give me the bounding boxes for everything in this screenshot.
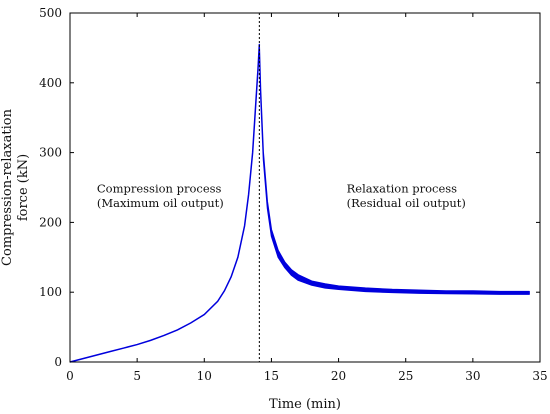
y-tick-label-500: 500 (39, 6, 62, 20)
x-tick-label-15: 15 (264, 369, 279, 383)
y-tick-label-0: 0 (54, 355, 62, 369)
x-tick-label-20: 20 (331, 369, 346, 383)
x-tick-label-25: 25 (398, 369, 413, 383)
x-tick-label-0: 0 (66, 369, 74, 383)
axes-layer (69, 12, 541, 363)
x-tick-label-5: 5 (133, 369, 141, 383)
y-tick-label-100: 100 (39, 285, 62, 299)
annotation-layer: Compression process(Maximum oil output) R… (97, 181, 466, 210)
annotation-2: Relaxation process (347, 181, 458, 195)
x-axis-label: Time (min) (269, 397, 341, 412)
plot-frame (69, 12, 541, 363)
annotation-3: (Residual oil output) (347, 196, 466, 210)
annotation-1: (Maximum oil output) (97, 196, 224, 210)
y-axis-label-line-1: force (kN) (16, 154, 31, 221)
x-tick-label-10: 10 (197, 369, 212, 383)
y-tick-label-400: 400 (39, 76, 62, 90)
x-tick-label-35: 35 (532, 369, 547, 383)
annotation-0: Compression process (97, 181, 222, 195)
x-tick-label-30: 30 (465, 369, 480, 383)
y-tick-label-300: 300 (39, 146, 62, 160)
compression-curve (69, 44, 261, 363)
y-tick-label-200: 200 (39, 215, 62, 229)
plot-content (69, 43, 530, 363)
relaxation-band (258, 43, 530, 295)
y-axis-label-line-0: Compression-relaxation (0, 108, 15, 266)
tick-layer: 0 5 10 15 20 25 30 35 0 100 200 300 400 500 (39, 6, 548, 383)
y-axis-label: Compression-relaxationforce (kN) (0, 108, 31, 266)
